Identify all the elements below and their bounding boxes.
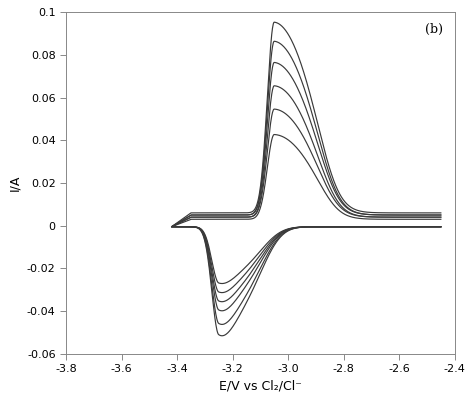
- X-axis label: E/V vs Cl₂/Cl⁻: E/V vs Cl₂/Cl⁻: [219, 380, 302, 393]
- Y-axis label: I/A: I/A: [9, 175, 21, 191]
- Text: (b): (b): [425, 22, 443, 36]
